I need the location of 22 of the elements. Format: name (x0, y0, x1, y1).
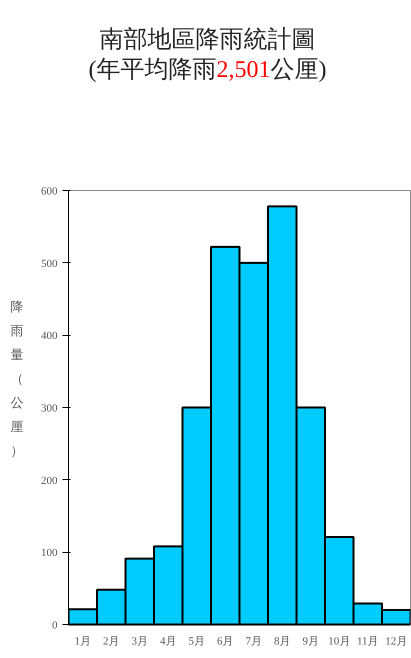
x-tick-label: 6月 (217, 636, 234, 648)
chart-subtitle: (年平均降雨2,501公厘) (88, 56, 328, 85)
y-tick-label: 0 (52, 620, 58, 632)
y-tick-label: 400 (41, 330, 58, 342)
y-axis-title: 降雨量（公厘） (10, 298, 24, 460)
y-tick-label: 100 (41, 547, 58, 560)
x-tick-label: 7月 (246, 636, 262, 648)
y-tick-label: 500 (41, 258, 58, 270)
x-tick-label: 4月 (160, 636, 176, 648)
y-tick-label: 200 (41, 474, 58, 487)
x-tick-label: 1月 (74, 636, 91, 648)
y-tick-label: 300 (41, 402, 58, 414)
x-tick-label: 11月 (356, 636, 379, 648)
x-tick-label: 8月 (274, 636, 290, 648)
x-tick-label: 9月 (302, 636, 319, 648)
x-tick-label: 10月 (328, 636, 350, 648)
x-tick-label: 12月 (385, 636, 408, 648)
y-tick-label: 600 (41, 186, 58, 198)
chart-title: 南部地區降雨統計圖 (98, 26, 316, 55)
x-tick-label: 5月 (188, 636, 205, 648)
x-tick-label: 2月 (103, 636, 120, 648)
x-tick-label: 3月 (132, 636, 148, 648)
